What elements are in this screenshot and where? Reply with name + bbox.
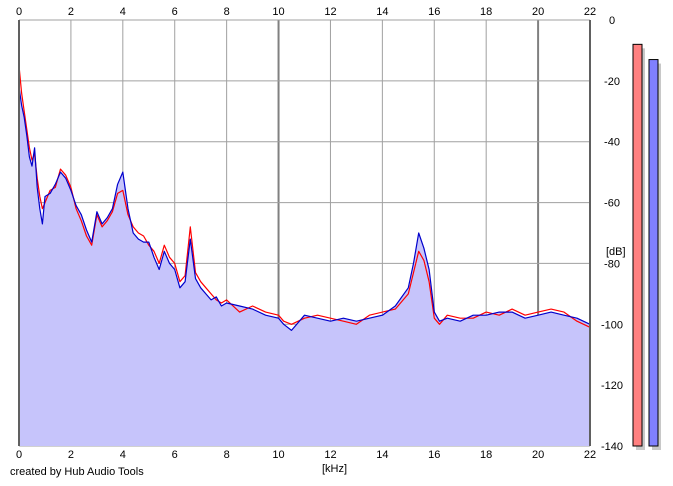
x-tick-label-bottom: 4: [120, 449, 126, 461]
spectrum-area: [19, 86, 590, 447]
y-tick-label: -120: [601, 380, 623, 392]
x-tick-label-top: 10: [272, 6, 284, 18]
x-axis-unit: [kHz]: [322, 463, 347, 475]
x-tick-label-bottom: 18: [480, 449, 492, 461]
series-line-red: [18, 65, 591, 328]
x-tick-label-top: 4: [120, 6, 126, 18]
x-tick-label-top: 8: [224, 6, 230, 18]
series-lines: [18, 65, 591, 331]
spectrum-fill: [19, 86, 590, 447]
level-meters: [632, 43, 661, 451]
x-tick-label-top: 22: [584, 6, 596, 18]
x-tick-label-top: 0: [16, 6, 22, 18]
y-tick-label: 0: [609, 15, 615, 27]
x-tick-label-top: 2: [68, 6, 74, 18]
y-tick-label: -40: [604, 137, 620, 149]
y-tick-label: -140: [601, 441, 623, 453]
x-tick-label-bottom: 0: [16, 449, 22, 461]
series-line-blue: [18, 86, 591, 331]
x-tick-label-bottom: 16: [428, 449, 440, 461]
axes: [18, 20, 591, 446]
y-tick-label: -100: [601, 319, 623, 331]
credit-text: created by Hub Audio Tools: [10, 466, 144, 478]
x-tick-label-bottom: 12: [324, 449, 336, 461]
x-tick-label-top: 6: [172, 6, 178, 18]
y-tick-label: -20: [604, 76, 620, 88]
x-tick-label-bottom: 22: [584, 449, 596, 461]
x-tick-label-top: 14: [376, 6, 388, 18]
level-meter-red: [632, 43, 643, 447]
x-tick-label-bottom: 2: [68, 449, 74, 461]
x-tick-label-top: 18: [480, 6, 492, 18]
tick-labels: 002244668810101212141416161818202022220-…: [16, 6, 623, 461]
x-tick-label-top: 16: [428, 6, 440, 18]
y-tick-label: -80: [604, 258, 620, 270]
x-tick-label-bottom: 20: [532, 449, 544, 461]
x-tick-label-top: 12: [324, 6, 336, 18]
y-tick-label: -60: [604, 198, 620, 210]
y-axis-unit: [dB]: [606, 246, 626, 258]
level-meter-blue: [648, 59, 659, 447]
x-tick-label-bottom: 10: [272, 449, 284, 461]
x-tick-label-bottom: 8: [224, 449, 230, 461]
x-tick-label-top: 20: [532, 6, 544, 18]
x-tick-label-bottom: 6: [172, 449, 178, 461]
x-tick-label-bottom: 14: [376, 449, 388, 461]
